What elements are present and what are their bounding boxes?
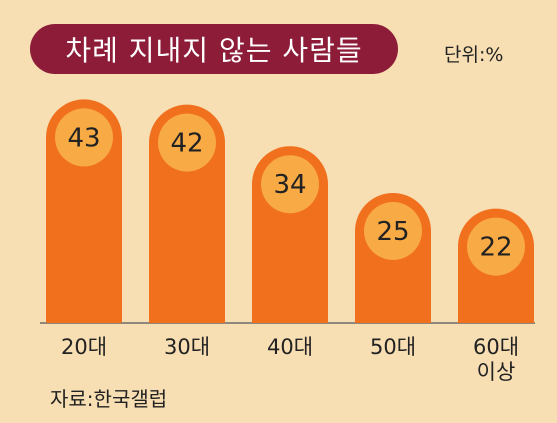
bar-group: 22 [458, 208, 534, 323]
title-pill: 차례 지내지 않는 사람들 [30, 24, 398, 74]
value-badge [261, 155, 319, 214]
x-tick-label: 50대 [369, 335, 417, 359]
chart-title: 차례 지내지 않는 사람들 [65, 34, 363, 67]
data-label: 34 [273, 170, 306, 200]
data-label: 43 [67, 123, 100, 153]
value-badge [364, 202, 422, 260]
data-label: 25 [376, 217, 409, 247]
value-badge [158, 113, 216, 172]
bar-group: 42 [149, 104, 225, 323]
x-tick-label: 40대 [266, 335, 314, 359]
x-tick-label: 30대 [163, 335, 211, 359]
data-label: 22 [479, 233, 512, 263]
source-note: 자료:한국갤럽 [50, 387, 168, 411]
x-tick-label: 60대 이상 [472, 335, 520, 384]
x-tick-label: 20대 [60, 335, 108, 359]
value-badge [467, 217, 525, 276]
data-label: 42 [170, 129, 203, 159]
unit-label: 단위:% [444, 44, 504, 66]
bar-group: 25 [355, 193, 431, 323]
bar-group: 34 [252, 146, 328, 323]
value-badge [55, 108, 113, 167]
bar-group: 43 [46, 99, 122, 323]
